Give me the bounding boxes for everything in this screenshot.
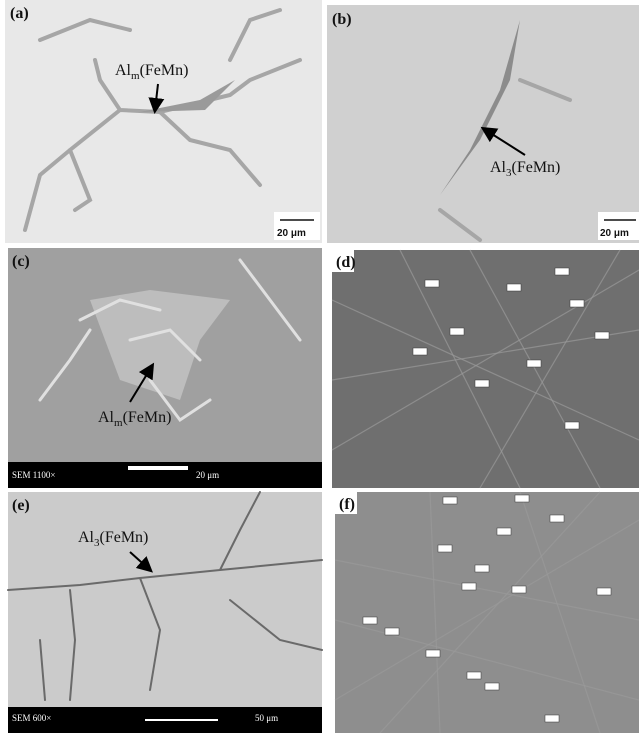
annotation-base: Al <box>115 62 132 79</box>
scale-bar-label: 20 μm <box>196 470 219 480</box>
sem-info: SEM 1100× <box>12 470 56 480</box>
scale-bar-label: 20 μm <box>600 228 629 239</box>
panel-c: (c) Alm(FeMn) SEM 1100× 20 μm <box>8 248 322 488</box>
annotation-rest: (FeMn) <box>123 409 172 426</box>
panel-label: (c) <box>12 253 30 270</box>
panel-e: (e) Al3(FeMn) SEM 600× 50 μm <box>8 492 322 733</box>
figure: (a) Alm(FeMn) 20 μm (b) Al3(FeMn) 20 μm … <box>0 0 639 733</box>
panel-f: (f) <box>335 492 639 733</box>
scale-bar-label: 50 μm <box>255 713 278 723</box>
sem-info: SEM 600× <box>12 713 51 723</box>
annotation-base: Al <box>490 159 507 176</box>
annotation-rest: (FeMn) <box>512 159 561 176</box>
panel-a: (a) Alm(FeMn) 20 μm <box>5 0 322 243</box>
panel-d: (d) <box>332 250 639 488</box>
annotation-rest: (FeMn) <box>100 529 149 546</box>
panel-b: (b) Al3(FeMn) 20 μm <box>327 5 639 243</box>
panel-label: (d) <box>336 254 356 271</box>
panel-label: (a) <box>10 5 29 22</box>
scale-bar-label: 20 μm <box>277 228 306 239</box>
annotation-base: Al <box>98 409 115 426</box>
annotation-base: Al <box>78 529 95 546</box>
panel-label: (b) <box>332 11 352 28</box>
panel-label: (e) <box>12 497 30 514</box>
panel-label: (f) <box>339 496 355 513</box>
annotation-rest: (FeMn) <box>140 62 189 79</box>
